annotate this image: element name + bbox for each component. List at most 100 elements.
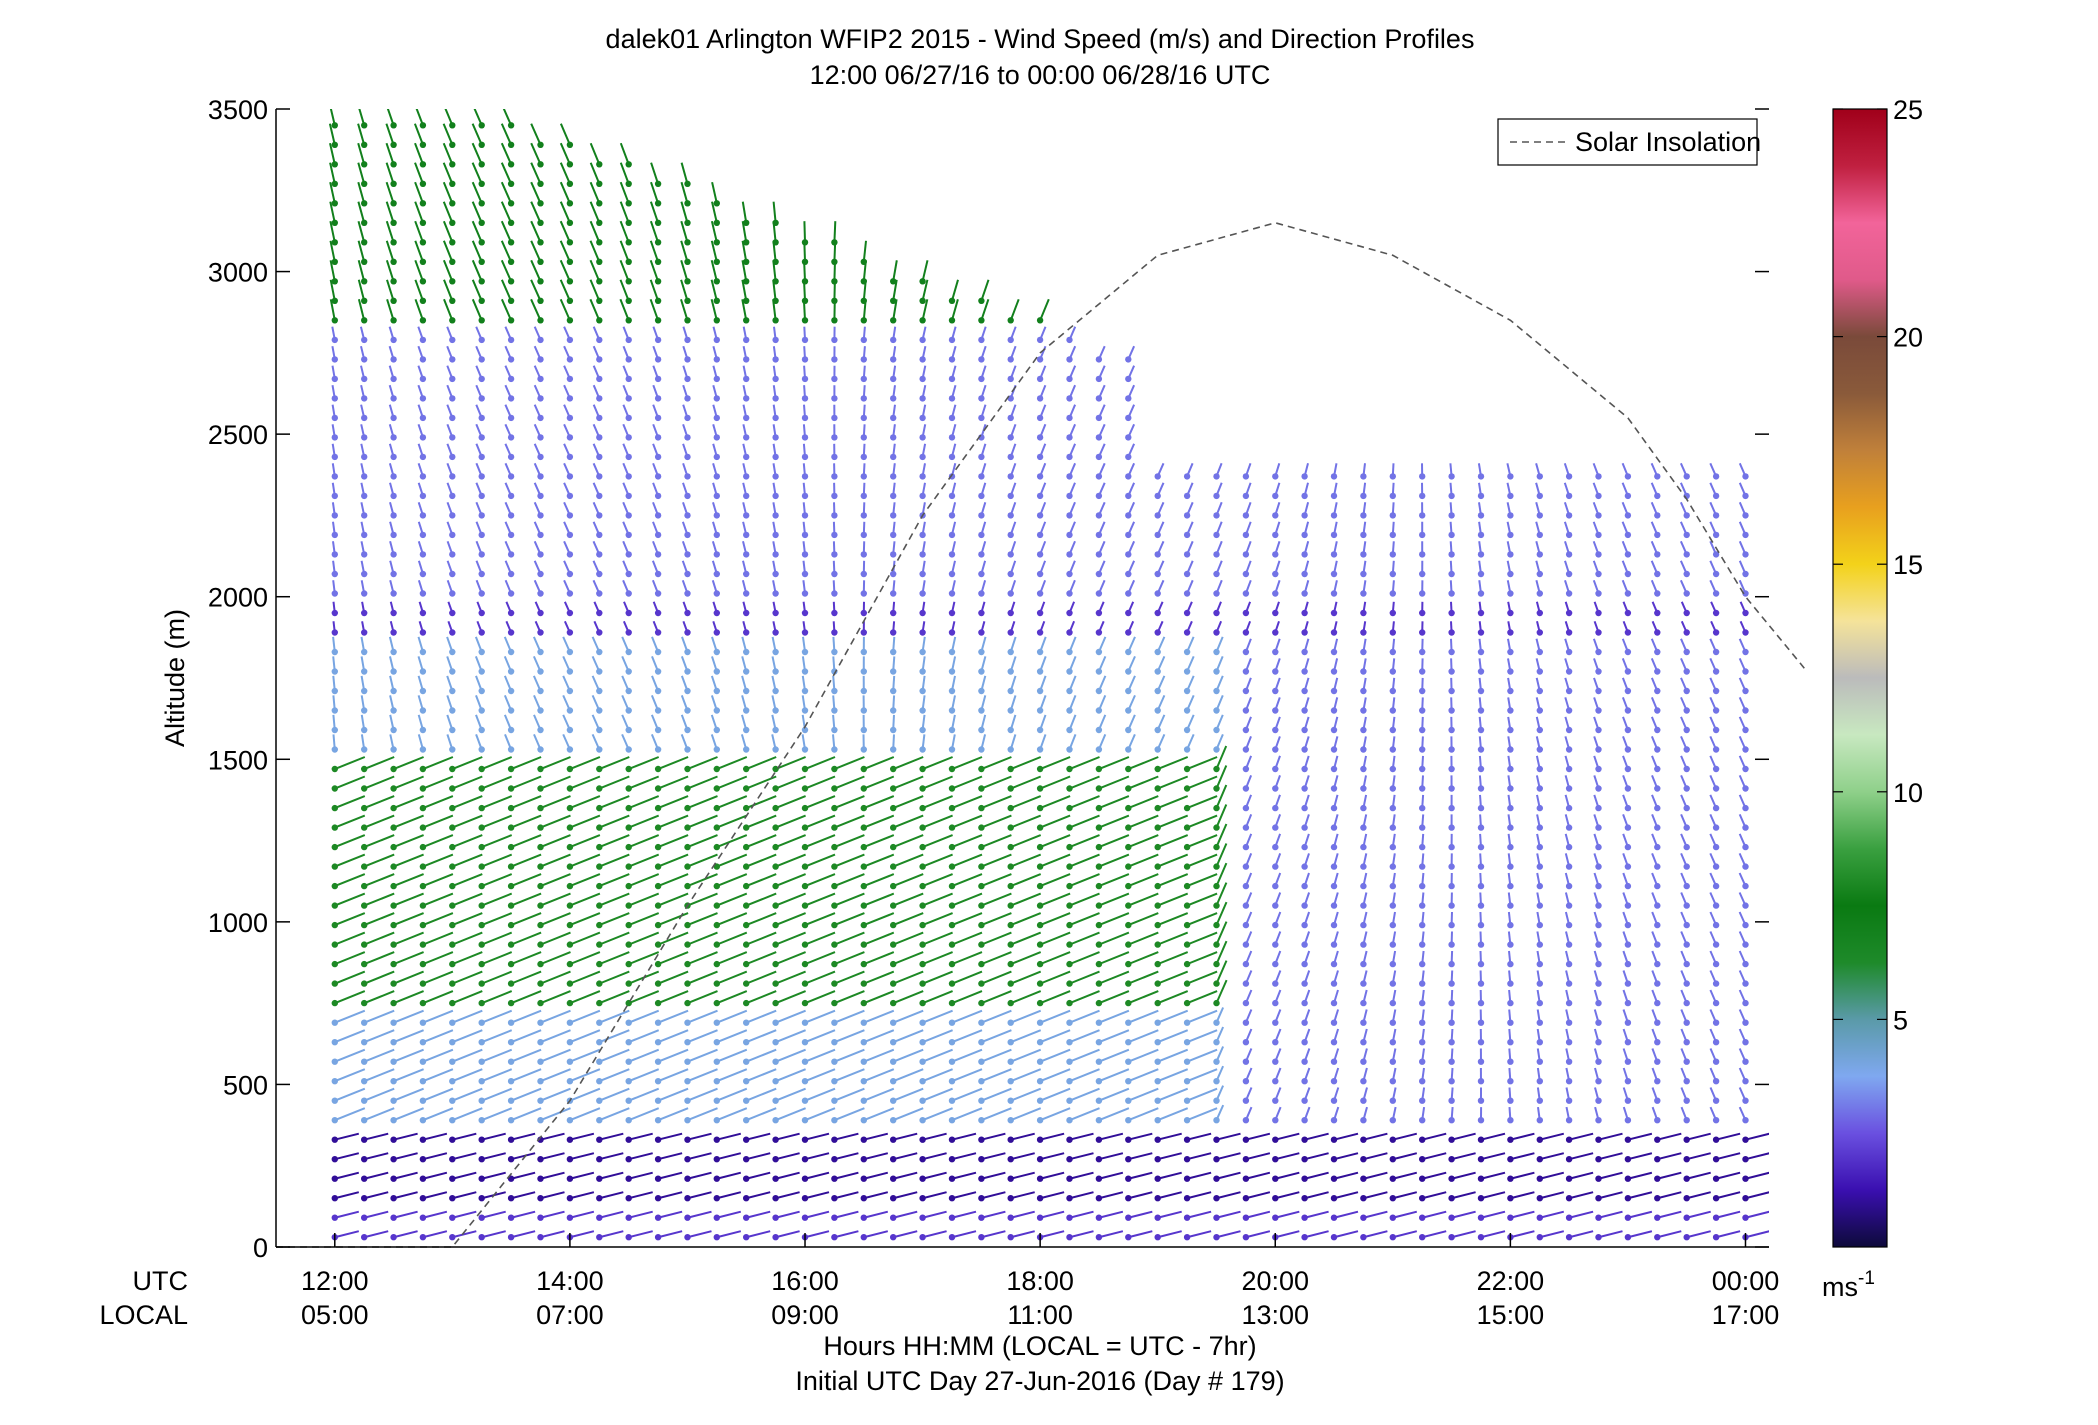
wind-barb-dot <box>1272 999 1279 1007</box>
wind-barb-dot <box>1066 551 1073 558</box>
wind-barb-shaft <box>451 970 483 985</box>
wind-barb-dot <box>684 999 691 1007</box>
wind-barb-shaft <box>451 853 483 868</box>
wind-barb-dot <box>331 824 338 831</box>
wind-barb-dot <box>1419 1097 1426 1104</box>
wind-barb-dot <box>890 1234 897 1241</box>
wind-barb-dot <box>1595 1117 1602 1124</box>
wind-barb-dot <box>537 219 544 226</box>
wind-barb-dot <box>1654 1156 1661 1163</box>
wind-barb-dot <box>1595 473 1602 480</box>
wind-barb-shaft <box>1098 1171 1124 1180</box>
wind-barb-dot <box>684 687 691 695</box>
wind-barb-dot <box>331 1175 338 1182</box>
wind-barb-shaft <box>951 853 983 868</box>
wind-barb-dot <box>1360 707 1367 714</box>
wind-barb-dot <box>743 1136 750 1143</box>
wind-barb-shaft <box>922 1132 947 1141</box>
wind-barb-dot <box>1419 1058 1426 1065</box>
wind-barb-dot <box>596 1078 603 1085</box>
wind-barb-dot <box>1272 843 1279 851</box>
wind-barb-shaft <box>951 873 983 888</box>
wind-barb-dot <box>1154 512 1161 519</box>
wind-barb-dot <box>1183 1078 1191 1085</box>
wind-barb-shaft <box>628 1210 653 1219</box>
wind-barb-dot <box>772 648 779 656</box>
wind-barb-shaft <box>650 162 660 185</box>
wind-barb-shaft <box>980 775 1012 790</box>
wind-barb-dot <box>419 200 427 207</box>
wind-barb-dot <box>449 239 456 246</box>
wind-barb-dot <box>1507 902 1514 909</box>
wind-barb-dot <box>919 551 926 558</box>
wind-barb-shaft <box>803 221 807 243</box>
wind-barb-dot <box>801 1117 809 1124</box>
wind-barb-dot <box>1624 902 1632 909</box>
wind-barb-dot <box>1066 434 1073 441</box>
wind-barb-shaft <box>451 1107 483 1122</box>
wind-barb-shaft <box>1421 1230 1447 1239</box>
wind-barb-shaft <box>1451 1210 1476 1219</box>
wind-barb-dot <box>507 297 515 304</box>
wind-barb-dot <box>1448 1195 1455 1202</box>
wind-barb-dot <box>1066 902 1073 909</box>
wind-barb-dot <box>919 297 926 304</box>
wind-barb-dot <box>1712 668 1720 675</box>
wind-barb-dot <box>1624 609 1632 617</box>
wind-barb-shaft <box>834 1068 865 1083</box>
wind-barb-shaft <box>1686 1152 1711 1161</box>
wind-barb-dot <box>1595 629 1602 636</box>
wind-barb-dot <box>772 1058 779 1065</box>
wind-barb-dot <box>772 434 779 441</box>
wind-barb-shaft <box>1333 1191 1359 1200</box>
wind-barb-dot <box>1536 1058 1544 1065</box>
wind-barb-dot <box>1389 473 1397 480</box>
wind-barb-dot <box>1036 512 1044 519</box>
wind-barb-shaft <box>1186 1107 1218 1122</box>
wind-barb-shaft <box>922 1171 947 1180</box>
wind-barb-dot <box>1007 453 1014 461</box>
wind-barb-dot <box>331 804 338 812</box>
wind-barb-dot <box>1125 1234 1132 1241</box>
wind-barb-shaft <box>745 853 777 868</box>
wind-barb-shaft <box>598 834 630 849</box>
wind-barb-dot <box>684 882 691 890</box>
wind-barb-shaft <box>451 990 483 1005</box>
wind-barb-dot <box>1330 707 1338 714</box>
wind-barb-shaft <box>922 912 953 927</box>
wind-barb-dot <box>1272 941 1279 948</box>
wind-barb-dot <box>419 629 427 636</box>
wind-barb-shaft <box>804 1048 836 1063</box>
wind-barb-dot <box>1330 609 1338 617</box>
wind-barb-shaft <box>628 775 660 790</box>
wind-barb-dot <box>801 317 809 324</box>
wind-barb-dot <box>1419 941 1426 948</box>
wind-barb-dot <box>1360 882 1367 890</box>
wind-barb-dot <box>1213 902 1220 909</box>
wind-barb-shaft <box>569 1087 601 1102</box>
wind-barb-shaft <box>598 1087 630 1102</box>
wind-barb-shaft <box>951 1029 983 1044</box>
wind-barb-dot <box>654 980 662 987</box>
wind-barb-dot <box>831 1058 838 1065</box>
wind-barb-dot <box>449 590 456 597</box>
wind-barb-dot <box>331 687 338 695</box>
wind-barb-shaft <box>481 756 513 770</box>
wind-barb-dot <box>1712 1039 1720 1046</box>
wind-barb-dot <box>978 1039 985 1046</box>
wind-barb-dot <box>978 336 985 344</box>
wind-barb-dot <box>1448 1156 1455 1163</box>
wind-barb-dot <box>1712 785 1720 792</box>
wind-barb-shaft <box>1568 1210 1594 1219</box>
wind-barb-dot <box>1242 1039 1250 1046</box>
wind-barb-dot <box>801 1156 809 1163</box>
wind-barb-shaft <box>657 1171 683 1180</box>
wind-barb-shaft <box>951 814 983 829</box>
wind-barb-dot <box>654 239 662 246</box>
wind-barb-dot <box>978 687 985 695</box>
wind-barb-dot <box>743 512 750 519</box>
wind-barb-dot <box>1419 648 1426 656</box>
wind-barb-shaft <box>628 834 660 849</box>
wind-barb-dot <box>1095 395 1103 402</box>
wind-barb-dot <box>390 1175 397 1182</box>
